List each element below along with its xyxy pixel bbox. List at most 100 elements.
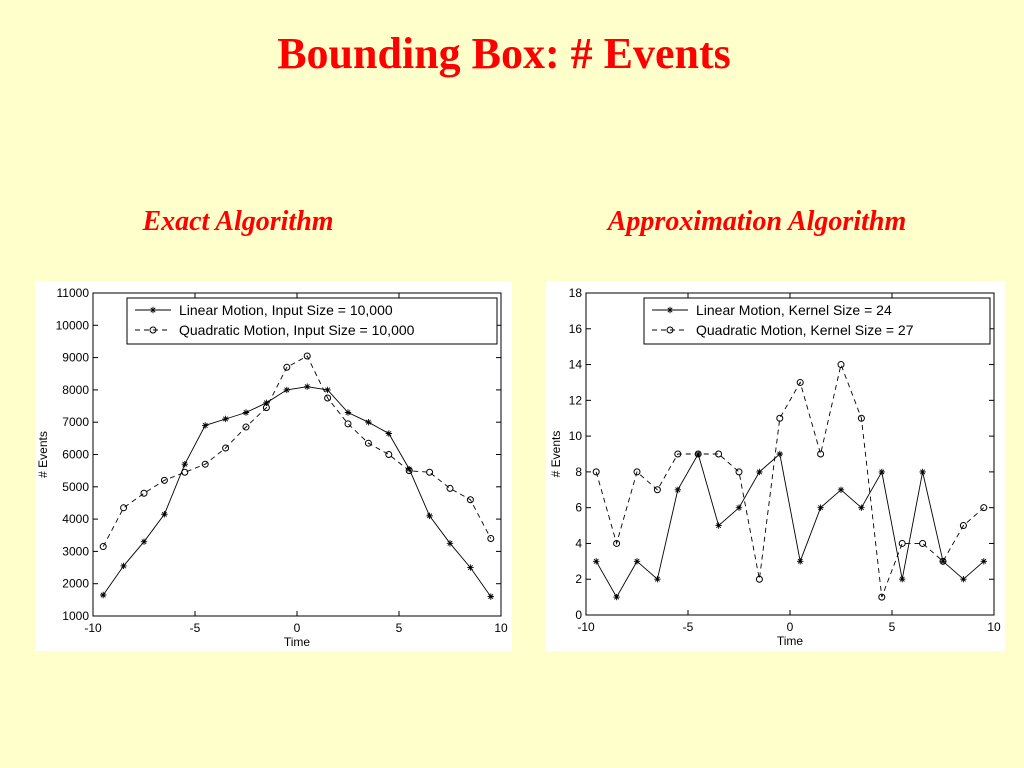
data-point — [919, 468, 926, 476]
data-point — [385, 451, 393, 458]
legend-box — [126, 297, 498, 345]
data-point — [674, 486, 681, 493]
data-point — [939, 557, 947, 565]
data-point — [120, 504, 128, 512]
data-point — [776, 414, 784, 422]
data-point — [735, 504, 743, 511]
legend-marker — [149, 306, 157, 314]
data-point — [222, 444, 230, 452]
data-point — [837, 486, 845, 493]
y-tick-label: 3000 — [62, 544, 89, 558]
data-point — [406, 465, 413, 473]
data-point — [857, 414, 865, 422]
y-tick-label: 9000 — [62, 351, 89, 365]
data-point — [959, 522, 967, 530]
data-point — [899, 576, 906, 583]
data-point — [633, 468, 641, 476]
data-point — [487, 534, 495, 542]
data-point — [426, 468, 434, 476]
y-axis-label: # Events — [549, 431, 563, 478]
data-point — [446, 540, 454, 547]
data-point — [466, 496, 474, 504]
data-point — [735, 468, 743, 476]
data-point — [201, 460, 209, 468]
x-tick-label: 5 — [396, 621, 403, 635]
data-point — [344, 409, 352, 416]
y-tick-label: 7000 — [62, 415, 89, 429]
y-tick-label: 18 — [569, 286, 583, 300]
data-point — [796, 378, 804, 386]
y-tick-label: 10000 — [56, 318, 90, 332]
series-quadratic — [99, 352, 495, 551]
data-point — [817, 450, 825, 458]
data-point — [324, 394, 332, 402]
data-point — [283, 386, 290, 394]
data-point — [303, 352, 311, 360]
approximation-algorithm-chart: -10 -5 0 5 10 0 2 4 6 8 10 12 14 16 18 Time # Events Line… — [549, 286, 1001, 648]
x-axis-label: Time — [284, 635, 311, 649]
y-tick-label: 10 — [569, 429, 583, 443]
x-tick-label: -10 — [577, 620, 595, 634]
data-point — [467, 564, 474, 571]
data-point — [242, 409, 250, 416]
data-point — [939, 558, 947, 565]
x-tick-label: -5 — [683, 620, 694, 634]
data-point — [817, 504, 824, 511]
data-point — [385, 430, 392, 437]
legend-entry: Quadratic Motion, Input Size = 10,000 — [179, 322, 415, 338]
data-point — [980, 504, 988, 512]
data-point — [756, 468, 763, 476]
data-point — [694, 450, 702, 458]
data-point — [263, 399, 270, 407]
y-axis-label: # Events — [36, 431, 50, 478]
data-point — [654, 576, 661, 583]
series-line — [595, 452, 985, 599]
data-point — [613, 539, 621, 547]
legend-entry: Quadratic Motion, Kernel Size = 27 — [696, 322, 914, 338]
data-point — [100, 591, 107, 599]
x-tick-label: 5 — [889, 620, 896, 634]
exact-algorithm-chart-panel: -10 -5 0 5 10 1000 2000 3000 4000 5000 6000 7000 800… — [35, 281, 512, 651]
data-point — [755, 575, 763, 583]
data-point — [364, 439, 372, 447]
data-point — [222, 415, 229, 423]
approximation-algorithm-heading: Approximation Algorithm — [607, 206, 907, 237]
y-tick-label: 4000 — [62, 512, 89, 526]
data-point — [140, 489, 148, 497]
series-linear — [593, 450, 987, 601]
y-tick-label: 4 — [575, 536, 582, 550]
data-point — [405, 467, 413, 475]
data-point — [592, 468, 600, 476]
data-point — [446, 484, 454, 492]
data-point — [878, 468, 885, 476]
data-point — [181, 460, 188, 468]
y-tick-label: 6000 — [62, 448, 89, 462]
data-point — [344, 420, 352, 428]
y-tick-label: 12 — [569, 393, 583, 407]
data-point — [426, 512, 433, 520]
data-point — [160, 476, 168, 484]
y-tick-label: 5000 — [62, 480, 89, 494]
data-point — [633, 558, 641, 565]
data-point — [653, 486, 661, 494]
x-tick-label: 0 — [294, 621, 301, 635]
data-point — [776, 450, 783, 458]
legend: Linear Motion, Kernel Size = 24 Quadratic… — [643, 297, 991, 345]
exact-algorithm-heading: Exact Algorithm — [142, 206, 334, 237]
approximation-algorithm-chart-panel: -10 -5 0 5 10 0 2 4 6 8 10 12 14 16 18 Time # Events Line… — [546, 281, 1005, 651]
legend-marker — [149, 326, 157, 334]
y-tick-label: 8 — [575, 465, 582, 479]
x-tick-label: -10 — [84, 621, 102, 635]
data-point — [140, 538, 148, 545]
data-point — [262, 404, 270, 412]
data-point — [858, 504, 865, 511]
series-linear — [100, 383, 494, 600]
x-tick-label: -5 — [190, 621, 201, 635]
data-point — [898, 539, 906, 547]
data-point — [304, 383, 311, 390]
data-point — [120, 562, 127, 570]
x-axis-label: Time — [777, 634, 804, 648]
data-point — [202, 422, 209, 429]
legend: Linear Motion, Input Size = 10,000 Quadra… — [126, 297, 498, 345]
data-point — [797, 558, 804, 565]
